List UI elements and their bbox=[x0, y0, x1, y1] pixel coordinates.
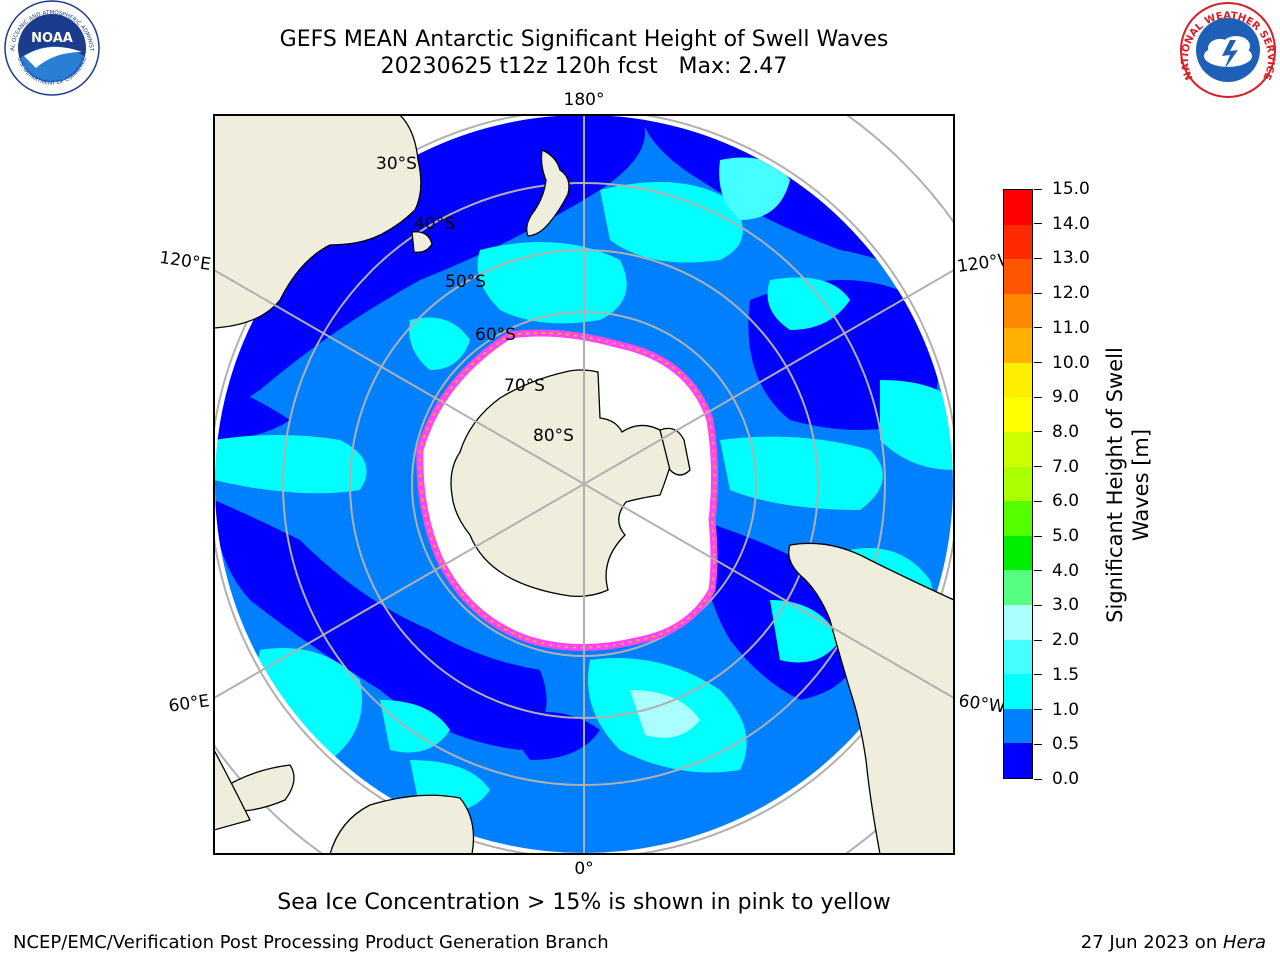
lat-label-30s: 30°S bbox=[376, 154, 417, 174]
land-masses bbox=[214, 115, 954, 854]
colorbar-segment bbox=[1004, 397, 1032, 433]
footer-credit: NCEP/EMC/Verification Post Processing Pr… bbox=[13, 932, 609, 953]
meridians bbox=[214, 115, 954, 854]
colorbar-tick bbox=[1034, 223, 1042, 225]
colorbar-tick-label: 1.5 bbox=[1052, 664, 1080, 685]
colorbar-tick bbox=[1034, 778, 1042, 780]
colorbar-title: Significant Height of Swell Waves [m] bbox=[1103, 347, 1153, 623]
lat-label-50s: 50°S bbox=[445, 272, 486, 292]
colorbar-tick-label: 1.0 bbox=[1052, 699, 1080, 720]
lon-label-60e: 60°E bbox=[167, 691, 210, 716]
colorbar-tick-label: 11.0 bbox=[1052, 317, 1090, 338]
colorbar-tick bbox=[1034, 292, 1042, 294]
colorbar-tick-label: 13.0 bbox=[1052, 248, 1090, 269]
colorbar-segment bbox=[1004, 189, 1032, 225]
colorbar-tick-label: 7.0 bbox=[1052, 456, 1080, 477]
colorbar-tick-label: 0.0 bbox=[1052, 769, 1080, 789]
colorbar-tick bbox=[1034, 535, 1042, 537]
new-zealand bbox=[526, 149, 570, 237]
footer-machine: Hera bbox=[1222, 932, 1266, 953]
antarctica bbox=[450, 369, 674, 598]
sea-ice-note: Sea Ice Concentration > 15% is shown in … bbox=[277, 890, 891, 915]
colorbar-tick bbox=[1034, 604, 1042, 606]
antarctic-peninsula bbox=[659, 427, 691, 476]
colorbar-tick-label: 9.0 bbox=[1052, 387, 1080, 408]
lat-label-80s: 80°S bbox=[533, 426, 574, 446]
colorbar-tick bbox=[1034, 188, 1042, 190]
colorbar-tick-label: 8.0 bbox=[1052, 421, 1080, 442]
lon-label-180: 180° bbox=[564, 90, 605, 110]
lon-label-60w: 60°W bbox=[957, 691, 1006, 717]
colorbar-segment bbox=[1004, 708, 1032, 744]
colorbar-tick bbox=[1034, 466, 1042, 468]
colorbar-tick bbox=[1034, 709, 1042, 711]
chart-title: GEFS MEAN Antarctic Significant Height o… bbox=[279, 27, 889, 52]
colorbar-tick bbox=[1034, 639, 1042, 641]
colorbar-tick bbox=[1034, 570, 1042, 572]
africa bbox=[329, 794, 475, 854]
colorbar-tick-label: 2.0 bbox=[1052, 630, 1080, 651]
colorbar-segment bbox=[1004, 259, 1032, 294]
colorbar-tick-label: 0.5 bbox=[1052, 734, 1080, 755]
south-america bbox=[788, 542, 954, 854]
lon-label-0: 0° bbox=[574, 859, 593, 879]
colorbar-segment bbox=[1004, 639, 1032, 675]
colorbar-segment bbox=[1004, 605, 1032, 640]
colorbar-segment bbox=[1004, 674, 1032, 709]
colorbar-tick-label: 3.0 bbox=[1052, 595, 1080, 616]
colorbar-segment bbox=[1004, 328, 1032, 363]
colorbar-tick bbox=[1034, 500, 1042, 502]
colorbar-segment bbox=[1004, 570, 1032, 606]
nws-logo: NATIONAL WEATHER SERVICE bbox=[1180, 2, 1276, 98]
lon-label-120e: 120°E bbox=[158, 248, 212, 275]
footer-date: 27 Jun 2023 on Hera bbox=[1080, 932, 1266, 953]
colorbar-segment bbox=[1004, 501, 1032, 536]
australia bbox=[214, 115, 422, 329]
colorbar-tick-label: 14.0 bbox=[1052, 213, 1090, 234]
colorbar-tick bbox=[1034, 257, 1042, 259]
lat-label-40s: 40°S bbox=[414, 214, 455, 234]
colorbar bbox=[1003, 189, 1033, 779]
lat-label-60s: 60°S bbox=[475, 325, 516, 345]
colorbar-tick-label: 5.0 bbox=[1052, 526, 1080, 547]
colorbar-segment bbox=[1004, 224, 1032, 260]
colorbar-segment bbox=[1004, 466, 1032, 502]
colorbar-tick bbox=[1034, 362, 1042, 364]
map-frame bbox=[213, 114, 955, 855]
colorbar-tick-label: 15.0 bbox=[1052, 179, 1090, 199]
colorbar-tick-label: 4.0 bbox=[1052, 560, 1080, 581]
colorbar-tick-label: 10.0 bbox=[1052, 352, 1090, 373]
colorbar-tick bbox=[1034, 431, 1042, 433]
africa-east-edge bbox=[214, 749, 251, 831]
colorbar-tick-label: 6.0 bbox=[1052, 491, 1080, 512]
noaa-logo: NOAA NATIONAL OCEANIC AND ATMOSPHERIC AD… bbox=[0, 0, 100, 96]
colorbar-tick-label: 12.0 bbox=[1052, 283, 1090, 304]
chart-subtitle: 20230625 t12z 120h fcst Max: 2.47 bbox=[380, 54, 788, 79]
colorbar-segment bbox=[1004, 743, 1032, 778]
lat-label-70s: 70°S bbox=[504, 376, 545, 396]
colorbar-segment bbox=[1004, 535, 1032, 571]
colorbar-tick bbox=[1034, 674, 1042, 676]
colorbar-segment bbox=[1004, 362, 1032, 398]
tasmania bbox=[411, 231, 433, 253]
colorbar-tick bbox=[1034, 743, 1042, 745]
colorbar-tick bbox=[1034, 327, 1042, 329]
colorbar-segment bbox=[1004, 293, 1032, 329]
colorbar-segment bbox=[1004, 432, 1032, 467]
noaa-logo-text: NOAA bbox=[31, 31, 73, 46]
colorbar-tick bbox=[1034, 396, 1042, 398]
